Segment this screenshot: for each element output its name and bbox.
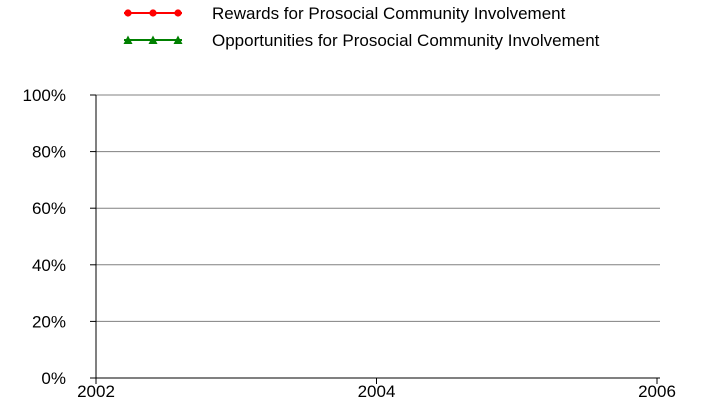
legend-marker-triangle-icon (123, 35, 133, 44)
y-tick-label: 100% (23, 86, 66, 105)
y-tick-label: 0% (41, 369, 66, 388)
legend-label: Opportunities for Prosocial Community In… (212, 31, 600, 50)
legend: Rewards for Prosocial Community Involvem… (123, 4, 600, 50)
legend-label: Rewards for Prosocial Community Involvem… (212, 4, 566, 23)
legend-item: Opportunities for Prosocial Community In… (123, 31, 600, 50)
legend-marker-triangle-icon (173, 35, 183, 44)
x-tick-label: 2002 (77, 382, 115, 401)
y-tick-label: 80% (32, 143, 66, 162)
x-tick-label: 2006 (638, 382, 676, 401)
legend-item: Rewards for Prosocial Community Involvem… (124, 4, 566, 23)
gridlines (96, 94, 660, 322)
legend-marker-circle-icon (149, 9, 157, 17)
x-axis-ticks: 2002 2004 2006 (77, 378, 676, 401)
y-tick-label: 60% (32, 199, 66, 218)
legend-marker-triangle-icon (148, 35, 158, 44)
axes (95, 95, 660, 379)
y-tick-label: 20% (32, 312, 66, 331)
y-axis-ticks: 0% 20% 40% 60% 80% 100% (23, 86, 96, 388)
legend-marker-circle-icon (174, 9, 182, 17)
y-tick-label: 40% (32, 256, 66, 275)
legend-marker-circle-icon (124, 9, 132, 17)
x-tick-label: 2004 (358, 382, 396, 401)
